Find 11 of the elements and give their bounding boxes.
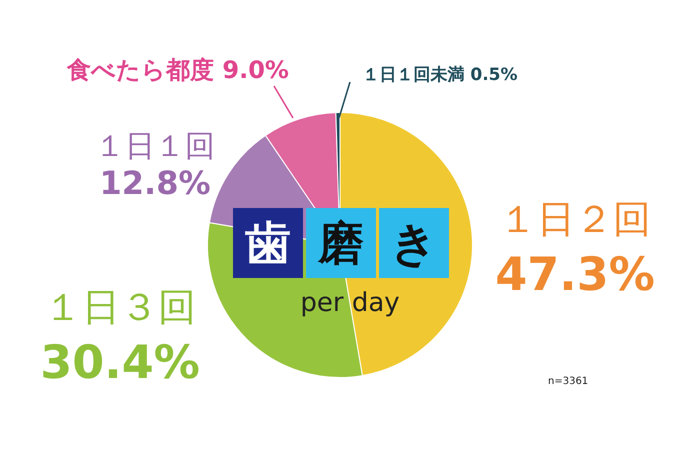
slice-label: １日１回 bbox=[95, 129, 215, 164]
slice-label: １日２回 bbox=[499, 197, 651, 241]
text: per day bbox=[299, 288, 401, 318]
slice-label: １日１回未満 0.5% bbox=[362, 65, 518, 85]
slice-label: １日３回 bbox=[44, 285, 196, 329]
data-label: 47.3% bbox=[495, 247, 655, 301]
data-label: 30.4% bbox=[40, 335, 200, 389]
data-label: 12.8% bbox=[99, 164, 211, 202]
slice-label: 食べたら都度 9.0% bbox=[66, 56, 289, 84]
text: n=3361 bbox=[548, 376, 588, 387]
text: 歯磨き bbox=[244, 215, 438, 272]
